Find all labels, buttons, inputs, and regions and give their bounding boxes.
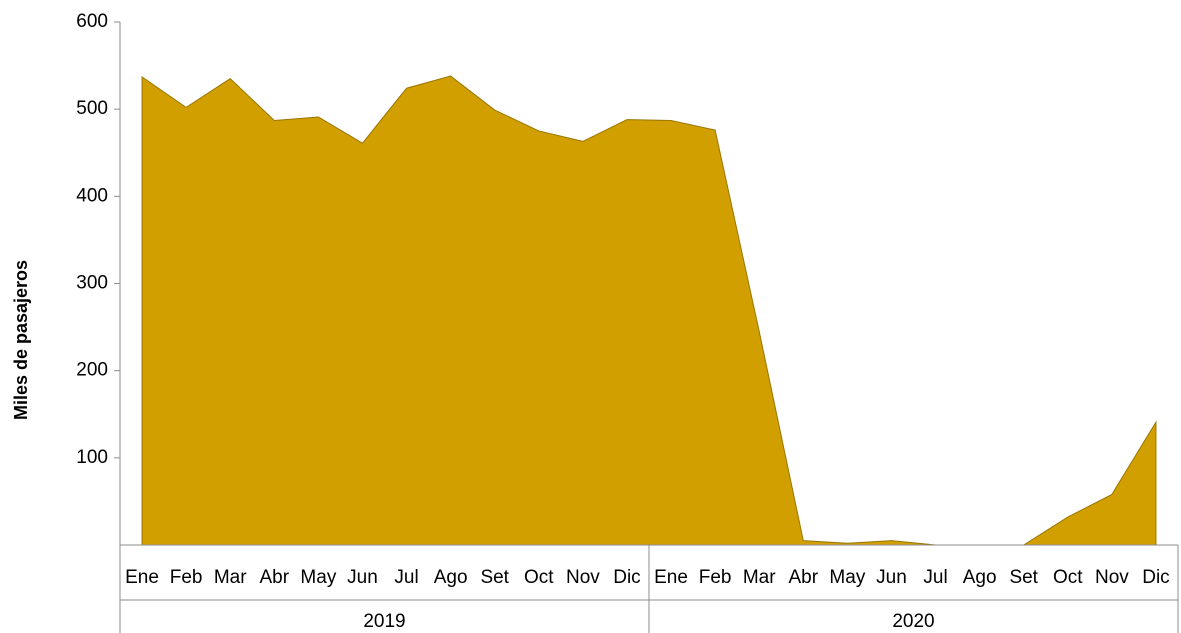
x-tick-label: Feb [170, 567, 203, 588]
y-tick-label: 500 [76, 98, 108, 119]
x-tick-label: Ene [654, 567, 688, 588]
y-tick-label: 600 [76, 11, 108, 32]
x-tick-label: Ago [434, 567, 468, 588]
x-tick-label: Oct [1053, 567, 1083, 588]
y-axis-label: Miles de pasajeros [11, 260, 31, 420]
y-tick-label: 100 [76, 447, 108, 468]
x-tick-label: Nov [566, 567, 600, 588]
x-tick-label: Mar [743, 567, 776, 588]
y-tick-label: 400 [76, 185, 108, 206]
x-tick-label: Jul [923, 567, 947, 588]
x-tick-label: Oct [524, 567, 554, 588]
y-tick-label: 200 [76, 360, 108, 381]
x-tick-label: Set [1009, 567, 1038, 588]
group-label: 2019 [363, 611, 405, 632]
y-tick-label: 300 [76, 273, 108, 294]
x-tick-label: Abr [260, 567, 290, 588]
x-tick-label: Dic [1142, 567, 1169, 588]
x-tick-label: Mar [214, 567, 247, 588]
x-tick-label: Jun [347, 567, 378, 588]
x-tick-label: Nov [1095, 567, 1129, 588]
group-label: 2020 [892, 611, 934, 632]
x-tick-label: Ago [963, 567, 997, 588]
x-tick-label: Feb [699, 567, 732, 588]
x-tick-label: Ene [125, 567, 159, 588]
x-tick-label: May [300, 567, 336, 588]
x-tick-label: Dic [613, 567, 640, 588]
x-tick-label: Jun [876, 567, 907, 588]
x-tick-label: May [829, 567, 865, 588]
area [141, 75, 1157, 546]
x-tick-label: Set [480, 567, 509, 588]
x-tick-label: Abr [789, 567, 819, 588]
x-tick-label: Jul [394, 567, 418, 588]
